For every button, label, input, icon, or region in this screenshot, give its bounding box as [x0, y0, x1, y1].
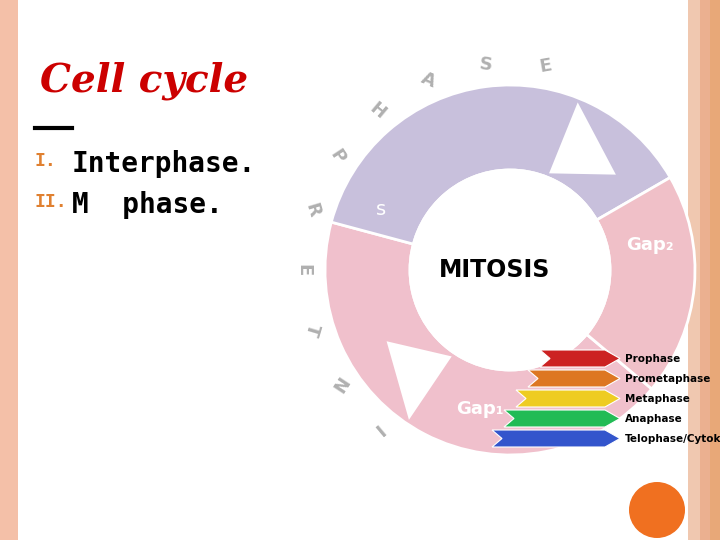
Text: Gap₂: Gap₂ [626, 237, 674, 254]
Polygon shape [516, 390, 620, 407]
Polygon shape [540, 350, 620, 367]
Text: M  phase.: M phase. [72, 191, 222, 219]
Text: Metaphase: Metaphase [625, 394, 690, 403]
Text: T: T [301, 321, 322, 338]
Text: Cell cycle: Cell cycle [40, 62, 248, 100]
Text: S: S [479, 55, 493, 74]
Wedge shape [325, 222, 652, 455]
Text: I: I [369, 420, 385, 437]
Wedge shape [587, 178, 695, 389]
Polygon shape [504, 410, 620, 427]
Polygon shape [492, 430, 620, 447]
Bar [700, 0, 712, 540]
Text: N: N [325, 373, 348, 395]
Text: Prometaphase: Prometaphase [625, 374, 711, 383]
Text: s: s [376, 200, 386, 219]
Polygon shape [528, 370, 620, 387]
Text: R: R [301, 201, 323, 220]
Bar [0, 0, 18, 540]
Text: MITOSIS: MITOSIS [439, 258, 551, 282]
Text: I.: I. [35, 152, 57, 170]
Text: Gap₁: Gap₁ [456, 400, 504, 418]
Bar [710, 0, 720, 540]
Text: Telophase/Cytokinesis: Telophase/Cytokinesis [625, 434, 720, 443]
Wedge shape [331, 85, 670, 244]
Text: A: A [418, 69, 438, 91]
Text: E: E [539, 56, 554, 76]
Text: II.: II. [35, 193, 68, 211]
Text: E: E [294, 264, 312, 276]
Text: H: H [366, 100, 389, 123]
Text: Prophase: Prophase [625, 354, 680, 363]
Text: Anaphase: Anaphase [625, 414, 683, 423]
Bar [688, 0, 702, 540]
Polygon shape [387, 341, 451, 420]
Circle shape [410, 170, 610, 370]
Text: P: P [326, 146, 348, 167]
Circle shape [629, 482, 685, 538]
Polygon shape [549, 103, 616, 174]
Text: Interphase.: Interphase. [72, 150, 256, 178]
